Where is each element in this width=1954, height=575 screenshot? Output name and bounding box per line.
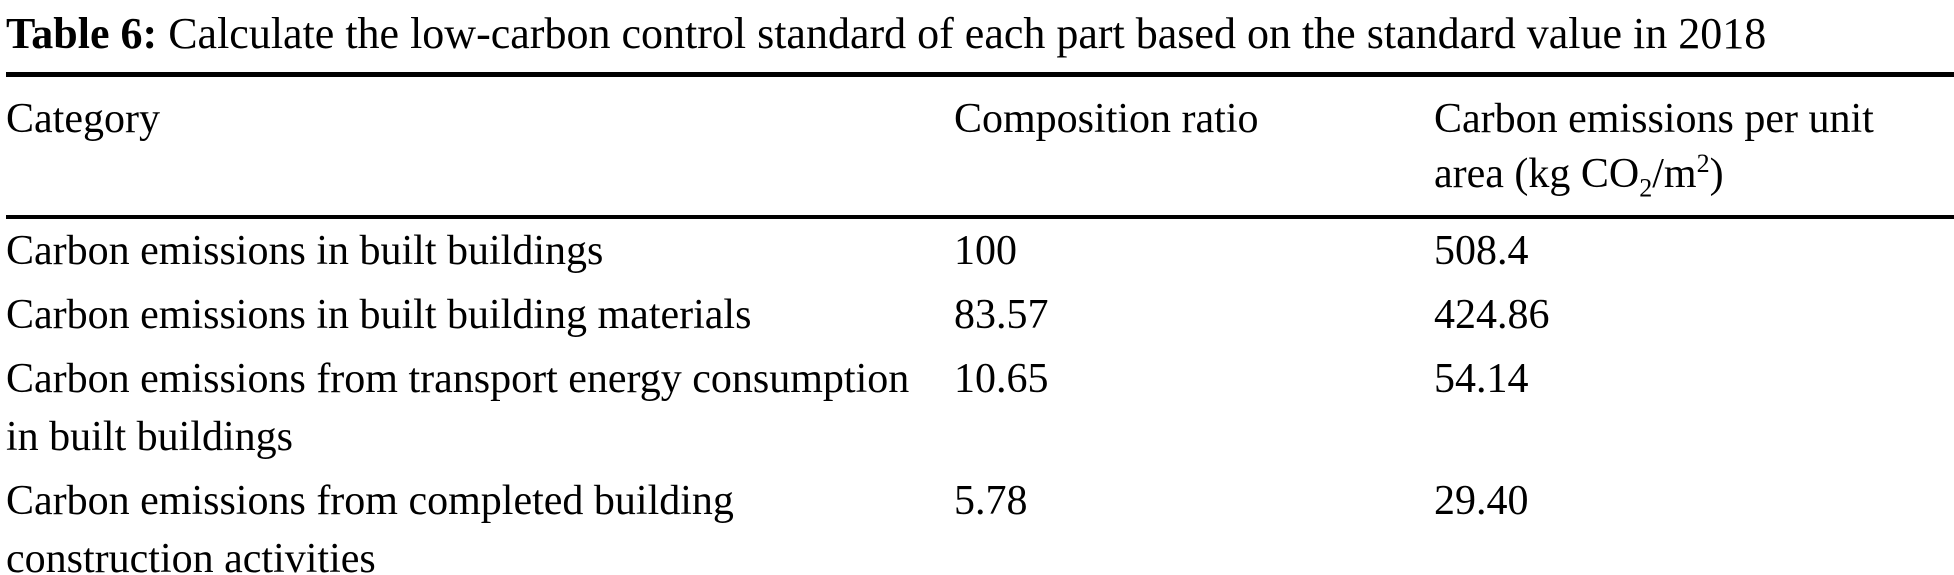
cell-carbon-per-unit-area: 508.4 <box>1434 228 1529 274</box>
column-header-category: Category <box>6 96 160 142</box>
table-caption-text: Calculate the low-carbon control standar… <box>168 9 1767 58</box>
unit-header-post: ) <box>1709 151 1724 197</box>
cell-composition-ratio: 100 <box>954 228 1017 274</box>
cell-category: Carbon emissions in built building mater… <box>6 292 752 338</box>
header-row: Category Composition ratio Carbon emissi… <box>6 75 1954 218</box>
cell-composition-ratio: 83.57 <box>954 292 1049 338</box>
cell-category: Carbon emissions from completed building… <box>6 478 734 575</box>
table-caption-label: Table 6: <box>6 9 158 58</box>
table-header: Category Composition ratio Carbon emissi… <box>6 75 1954 218</box>
cell-composition-ratio: 10.65 <box>954 356 1049 402</box>
cell-category: Carbon emissions from transport energy c… <box>6 356 910 460</box>
table-row: Carbon emissions from completed building… <box>6 469 1954 575</box>
cell-carbon-per-unit-area: 424.86 <box>1434 292 1550 338</box>
column-header-composition-ratio: Composition ratio <box>954 96 1259 142</box>
cell-category: Carbon emissions in built buildings <box>6 228 604 274</box>
unit-header-mid: /m <box>1652 151 1697 197</box>
column-header-carbon-emissions-per-unit-area: Carbon emissions per unit area (kg CO2/m… <box>1434 75 1954 218</box>
cell-carbon-per-unit-area: 29.40 <box>1434 478 1529 524</box>
table-row: Carbon emissions from transport energy c… <box>6 347 1954 469</box>
cell-composition-ratio: 5.78 <box>954 478 1028 524</box>
table-body: Carbon emissions in built buildings 100 … <box>6 217 1954 575</box>
data-table: Category Composition ratio Carbon emissi… <box>6 72 1954 575</box>
table-row: Carbon emissions in built buildings 100 … <box>6 217 1954 283</box>
unit-subscript: 2 <box>1639 173 1653 203</box>
table-caption: Table 6: Calculate the low-carbon contro… <box>6 6 1954 62</box>
table-row: Carbon emissions in built building mater… <box>6 283 1954 347</box>
cell-carbon-per-unit-area: 54.14 <box>1434 356 1529 402</box>
unit-superscript: 2 <box>1696 149 1710 178</box>
unit-header-pre: Carbon emissions per unit area (kg CO <box>1434 96 1874 197</box>
